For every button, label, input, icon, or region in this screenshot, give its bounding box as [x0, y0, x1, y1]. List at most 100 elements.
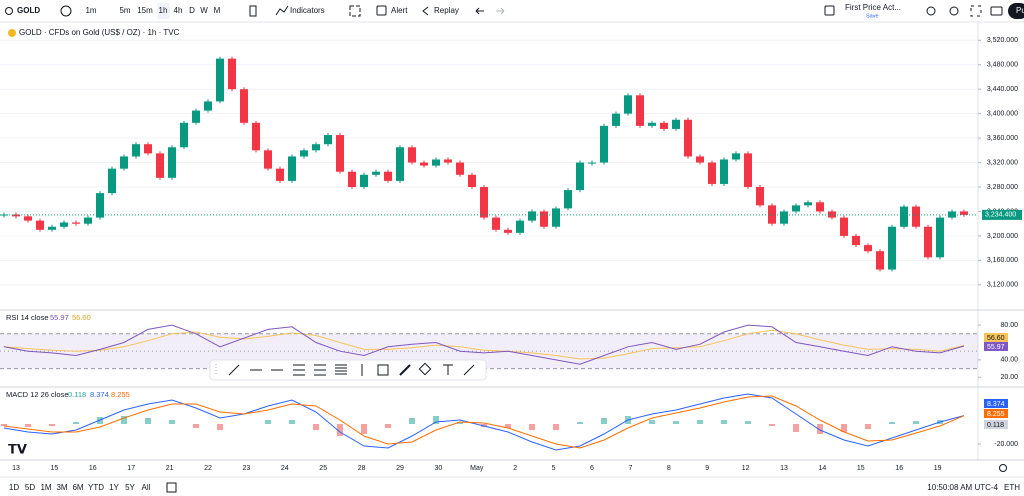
candle	[792, 205, 800, 212]
replay-button[interactable]: Replay	[434, 6, 459, 15]
candle	[708, 162, 716, 184]
x-tick-label: 22	[204, 465, 212, 472]
shape-tool[interactable]	[418, 362, 432, 376]
candle	[48, 226, 56, 230]
interval[interactable]: 1h	[159, 6, 168, 15]
alert-button[interactable]: Alert	[391, 6, 408, 15]
x-tick-label: 2	[513, 465, 517, 472]
redo-button[interactable]	[496, 7, 505, 15]
settings-button[interactable]	[949, 6, 959, 16]
symbol[interactable]: GOLD	[17, 6, 40, 15]
histogram-bar	[745, 421, 751, 424]
interval[interactable]: 5m	[119, 6, 130, 15]
candle	[384, 171, 392, 181]
histogram-bar	[145, 418, 151, 424]
trend-line-tool[interactable]	[228, 364, 240, 376]
indicators-button[interactable]: Indicators	[290, 6, 325, 15]
histogram-bar	[433, 416, 439, 424]
candle	[60, 222, 68, 227]
interval[interactable]: 4h	[174, 6, 183, 15]
histogram-bar	[193, 424, 199, 428]
range-button[interactable]: 1M	[40, 483, 51, 492]
range-button[interactable]: 6M	[72, 483, 83, 492]
fib-tool[interactable]	[335, 364, 347, 375]
histogram-bar	[289, 420, 295, 424]
chart-type-button[interactable]	[249, 5, 257, 17]
undo-button[interactable]	[475, 7, 484, 15]
search-icon[interactable]	[5, 7, 13, 15]
rsi-box	[984, 342, 1008, 351]
session[interactable]: ETH	[1004, 483, 1020, 492]
range-button[interactable]: 5Y	[125, 483, 135, 492]
text-tool[interactable]	[443, 364, 453, 375]
histogram-bar	[25, 424, 31, 427]
save-status[interactable]: Save	[866, 13, 879, 19]
fullscreen-button[interactable]	[970, 5, 982, 17]
user-button[interactable]	[1008, 3, 1024, 19]
user-label[interactable]: Pu	[1016, 6, 1024, 15]
macd-hist-value: 0.118	[68, 390, 86, 399]
histogram-bar	[841, 424, 847, 432]
main-legend: GOLD · CFDs on Gold (US$ / OZ) · 1h · TV…	[19, 28, 180, 37]
candle	[672, 119, 680, 129]
quick-search[interactable]	[926, 6, 936, 16]
templates-button[interactable]	[349, 5, 361, 17]
macd-hist-box-label: 0.118	[987, 422, 1004, 429]
rsi-signal-box	[984, 333, 1008, 342]
regression-tool[interactable]	[314, 364, 326, 376]
compare-button[interactable]	[60, 5, 72, 17]
candle	[888, 226, 896, 270]
candle	[156, 153, 164, 178]
interval[interactable]: 15m	[137, 6, 153, 15]
candle	[660, 122, 668, 129]
candle	[192, 110, 200, 123]
candle	[264, 150, 272, 169]
parallel-channel-tool[interactable]	[293, 364, 305, 376]
candle	[588, 162, 596, 164]
rsi-signal-box-label: 56.60	[987, 335, 1005, 342]
interval[interactable]: W	[200, 6, 208, 15]
candle	[228, 58, 236, 90]
y-tick-label: 3,440.000	[987, 86, 1018, 93]
candle	[444, 159, 452, 163]
macd-line	[3, 395, 965, 449]
interval[interactable]: D	[189, 6, 195, 15]
range-button[interactable]: 1Y	[109, 483, 119, 492]
y-tick-label: 40.00	[1000, 357, 1018, 364]
range-button[interactable]: YTD	[88, 483, 104, 492]
range-button[interactable]: 3M	[56, 483, 67, 492]
layout-name[interactable]: First Price Act...	[845, 3, 901, 12]
candle	[144, 144, 152, 154]
candle	[684, 119, 692, 157]
candle	[36, 220, 44, 230]
axis-settings[interactable]	[999, 464, 1007, 472]
range-button[interactable]: 5D	[25, 483, 35, 492]
interval[interactable]: 1m	[85, 6, 96, 15]
candle	[960, 211, 968, 215]
range-button[interactable]: All	[142, 483, 151, 492]
y-tick-label: -20.000	[994, 441, 1018, 448]
plot: 3,520.000 3,480.000 3,440.000 3,400.000 3,36…	[0, 37, 1022, 472]
histogram-bar	[673, 421, 679, 424]
candle	[180, 122, 188, 148]
snapshot-button[interactable]	[990, 6, 1003, 16]
range-button[interactable]: 1D	[9, 483, 19, 492]
candle	[504, 229, 512, 233]
rectangle-tool[interactable]	[377, 364, 389, 376]
candle	[600, 125, 608, 163]
y-tick-label: 3,120.000	[987, 282, 1018, 289]
x-tick-label: 15	[857, 465, 865, 472]
layout-checkbox[interactable]	[824, 5, 835, 16]
macd-hist-box	[984, 420, 1008, 429]
brush-tool[interactable]	[399, 364, 411, 376]
arrow-tool[interactable]	[463, 364, 475, 376]
candle	[756, 187, 764, 206]
x-tick-label: 8	[667, 465, 671, 472]
date-range-button[interactable]	[166, 482, 177, 493]
histogram-bar	[121, 416, 127, 424]
x-tick-label: 6	[590, 465, 594, 472]
candle	[216, 58, 224, 102]
candle	[84, 217, 92, 224]
interval[interactable]: M	[214, 6, 221, 15]
